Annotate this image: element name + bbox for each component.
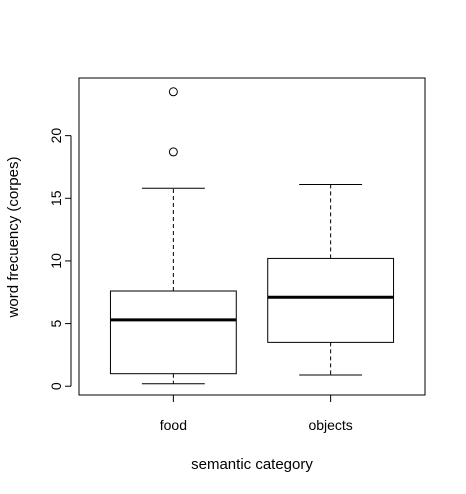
x-tick-label-food: food [160, 417, 187, 433]
outlier-point [168, 147, 178, 157]
box-iqr [267, 257, 395, 343]
x-axis: food objects [160, 395, 353, 433]
plot-frame [78, 77, 426, 396]
y-axis: 0 5 10 15 20 [48, 128, 72, 390]
y-tick-label: 10 [48, 253, 64, 269]
chart-marks [109, 87, 395, 385]
y-tick-label: 15 [48, 190, 64, 206]
y-tick-label: 20 [48, 128, 64, 144]
box-food [109, 87, 237, 385]
outlier-point [168, 87, 178, 97]
y-axis-title: word frecuency (corpes) [5, 157, 22, 319]
y-tick-label: 5 [48, 319, 64, 327]
box-objects [267, 184, 395, 376]
x-tick-label-objects: objects [308, 417, 352, 433]
box-iqr [109, 290, 237, 375]
y-tick-label: 0 [48, 382, 64, 390]
x-axis-title: semantic category [191, 456, 313, 473]
